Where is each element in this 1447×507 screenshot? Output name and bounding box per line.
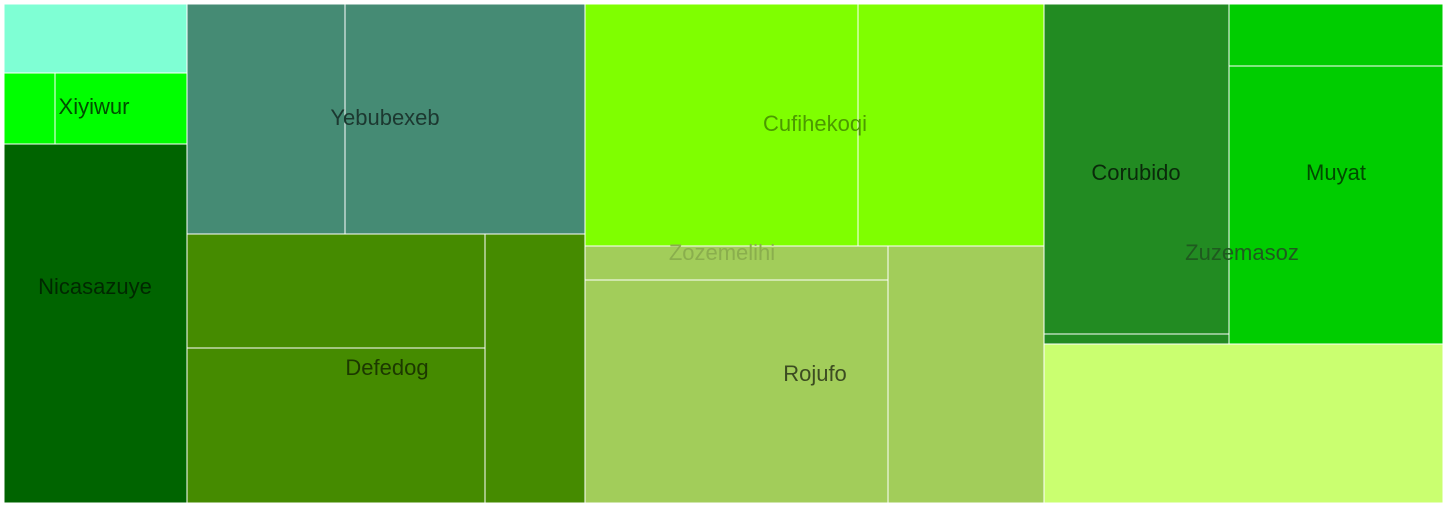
- treemap-tile: [1043, 343, 1444, 504]
- treemap-tile: [3, 72, 56, 145]
- treemap-tile-label: Xiyiwur: [59, 94, 130, 119]
- treemap-tile: [186, 233, 486, 349]
- treemap-tile: [887, 245, 1045, 504]
- treemap-group-label: Zozemelihi: [669, 240, 775, 265]
- treemap-tile: [186, 347, 486, 504]
- treemap-tile: [1228, 3, 1444, 67]
- treemap-tile: [1043, 333, 1230, 345]
- treemap-tile: [344, 3, 586, 235]
- treemap-group-label: Defedog: [345, 355, 428, 380]
- treemap-group-label: Rojufo: [783, 361, 847, 386]
- treemap-group-label: Nicasazuye: [38, 274, 152, 299]
- treemap-tile: [3, 3, 188, 74]
- treemap-tile: [584, 279, 889, 504]
- treemap-tile: [54, 72, 188, 145]
- treemap-group-label: Corubido: [1091, 160, 1180, 185]
- treemap-tile: [484, 233, 586, 504]
- treemap-tile: [186, 3, 346, 235]
- treemap-tile: [857, 3, 1045, 247]
- treemap-tile: [1043, 3, 1230, 335]
- treemap-group-label: Zuzemasoz: [1185, 240, 1299, 265]
- treemap-group-label: Yebubexeb: [330, 105, 439, 130]
- treemap-group-label: Cufihekoqi: [763, 111, 867, 136]
- treemap-tile: [1228, 65, 1444, 345]
- treemap-tile: [3, 143, 188, 504]
- treemap-tile: [584, 3, 859, 247]
- treemap-group-label: Muyat: [1306, 160, 1366, 185]
